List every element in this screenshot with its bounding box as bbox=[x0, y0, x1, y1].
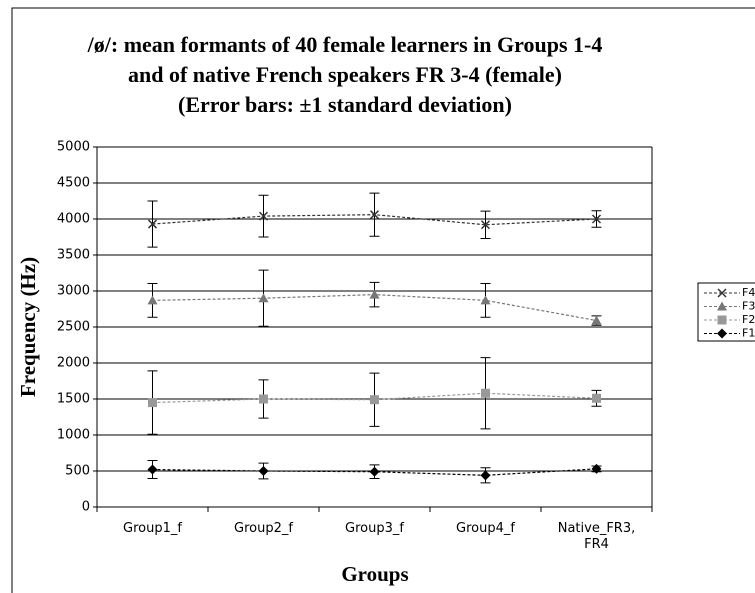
data-point bbox=[369, 289, 380, 299]
data-point bbox=[480, 470, 491, 481]
y-tick-label: 3000 bbox=[57, 284, 90, 299]
data-point bbox=[369, 466, 380, 477]
x-tick-label: Group3_f bbox=[345, 521, 404, 536]
y-tick-label: 500 bbox=[65, 464, 90, 479]
data-point bbox=[147, 219, 158, 229]
legend-label: F4 bbox=[742, 286, 755, 299]
x-tick-label: Group1_f bbox=[123, 521, 182, 536]
legend-marker bbox=[717, 328, 727, 339]
y-tick-label: 4000 bbox=[57, 212, 90, 227]
y-tick-label: 4500 bbox=[57, 176, 90, 191]
legend-marker bbox=[717, 301, 727, 311]
data-point bbox=[591, 463, 602, 474]
data-point bbox=[370, 395, 379, 405]
data-point bbox=[480, 295, 491, 305]
legend-marker bbox=[717, 288, 727, 298]
y-tick-label: 0 bbox=[82, 500, 90, 515]
data-point bbox=[480, 220, 491, 230]
data-point bbox=[591, 214, 602, 224]
x-axis-label: Groups bbox=[341, 562, 408, 586]
x-tick-label: Native_FR3, FR4 bbox=[557, 521, 636, 552]
data-point bbox=[258, 293, 269, 303]
data-point bbox=[591, 315, 602, 325]
data-point bbox=[147, 295, 158, 305]
chart-frame bbox=[11, 7, 755, 593]
legend-marker bbox=[717, 315, 727, 325]
chart-title: /ø/: mean formants of 40 female learners… bbox=[87, 32, 603, 57]
y-tick-label: 3500 bbox=[57, 248, 90, 263]
x-tick-label: Group2_f bbox=[234, 521, 293, 536]
y-tick-label: 5000 bbox=[57, 140, 90, 155]
y-tick-label: 2500 bbox=[57, 320, 90, 335]
y-tick-label: 1500 bbox=[57, 392, 90, 407]
data-point bbox=[147, 464, 158, 475]
data-point bbox=[369, 210, 380, 220]
data-point bbox=[592, 393, 601, 403]
chart-title: and of native French speakers FR 3-4 (fe… bbox=[128, 62, 562, 87]
legend-label: F3 bbox=[742, 300, 755, 313]
legend-label: F2 bbox=[742, 313, 755, 326]
legend-label: F1 bbox=[742, 327, 755, 340]
chart-title: (Error bars: ±1 standard deviation) bbox=[178, 92, 512, 117]
data-point bbox=[258, 211, 269, 221]
data-point bbox=[148, 398, 157, 408]
y-axis-label: Frequency (Hz) bbox=[16, 257, 40, 397]
y-tick-label: 2000 bbox=[57, 356, 90, 371]
data-point bbox=[258, 466, 269, 476]
x-tick-label: Group4_f bbox=[456, 521, 515, 536]
data-point bbox=[259, 394, 268, 404]
data-point bbox=[481, 388, 490, 398]
y-tick-label: 1000 bbox=[57, 428, 90, 443]
